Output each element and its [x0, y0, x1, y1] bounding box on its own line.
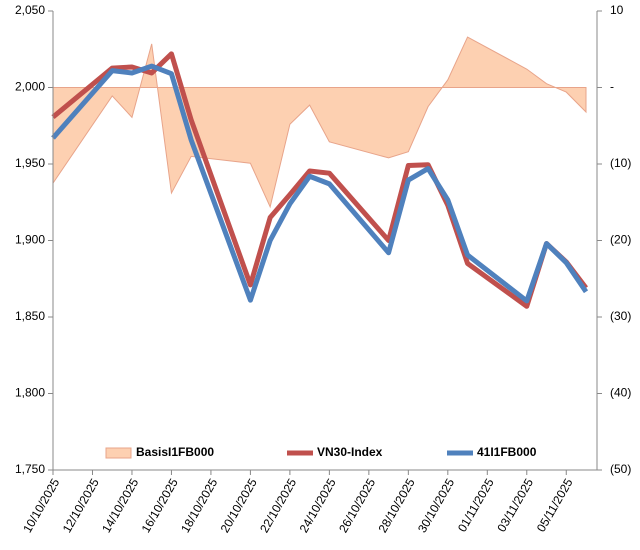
x-tick-label: 28/10/2025 — [376, 476, 418, 535]
legend-label: VN30-Index — [317, 445, 383, 459]
x-tick-label: 20/10/2025 — [218, 476, 260, 535]
x-tick-label: 26/10/2025 — [336, 476, 378, 535]
legend-swatch — [105, 447, 132, 459]
y2-tick-label: 10 — [610, 3, 624, 17]
x-tick-label: 16/10/2025 — [139, 476, 181, 535]
x-tick-label: 01/11/2025 — [455, 476, 497, 535]
series-line — [51, 63, 589, 304]
x-tick-label: 14/10/2025 — [99, 476, 141, 535]
x-tick-label: 10/10/2025 — [20, 476, 62, 535]
x-tick-label: 05/11/2025 — [534, 476, 576, 535]
y2-tick-label: (40) — [610, 386, 631, 400]
x-tick-label: 30/10/2025 — [415, 476, 457, 535]
x-tick-label: 12/10/2025 — [60, 476, 102, 535]
y2-tick-label: - — [610, 80, 614, 94]
y2-tick-label: (10) — [610, 156, 631, 170]
y-tick-label: 1,750 — [15, 462, 45, 476]
y2-tick-label: (20) — [610, 233, 631, 247]
y-tick-label: 1,900 — [15, 233, 45, 247]
x-tick-label: 18/10/2025 — [178, 476, 220, 535]
x-tick-label: 24/10/2025 — [297, 476, 339, 535]
y2-tick-label: (30) — [610, 309, 631, 323]
legend-label: BasisI1FB000 — [136, 445, 214, 459]
y-tick-label: 2,000 — [15, 80, 45, 94]
y-tick-label: 1,850 — [15, 309, 45, 323]
y-tick-label: 2,050 — [15, 3, 45, 17]
legend-label: 41I1FB000 — [477, 445, 537, 459]
y-tick-label: 1,950 — [15, 156, 45, 170]
x-tick-label: 03/11/2025 — [494, 476, 536, 535]
plot — [51, 36, 589, 309]
x-tick-label: 22/10/2025 — [257, 476, 299, 535]
y-tick-label: 1,800 — [15, 386, 45, 400]
y2-tick-label: (50) — [610, 462, 631, 476]
